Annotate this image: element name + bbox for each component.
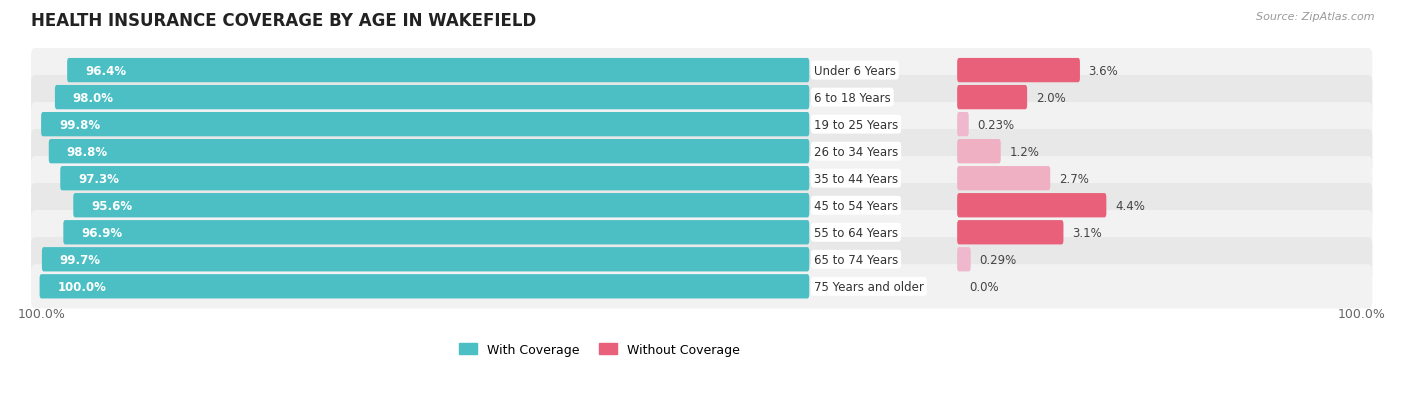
FancyBboxPatch shape — [31, 76, 1372, 120]
FancyBboxPatch shape — [67, 59, 810, 83]
Text: 96.9%: 96.9% — [82, 226, 122, 239]
FancyBboxPatch shape — [73, 194, 810, 218]
Text: 95.6%: 95.6% — [91, 199, 132, 212]
FancyBboxPatch shape — [31, 237, 1372, 282]
Text: 100.0%: 100.0% — [1339, 308, 1386, 320]
Text: 75 Years and older: 75 Years and older — [814, 280, 924, 293]
Text: 0.29%: 0.29% — [979, 253, 1017, 266]
FancyBboxPatch shape — [31, 157, 1372, 201]
Text: 2.0%: 2.0% — [1036, 91, 1066, 104]
Text: 0.0%: 0.0% — [970, 280, 1000, 293]
Legend: With Coverage, Without Coverage: With Coverage, Without Coverage — [454, 338, 745, 361]
Text: 3.1%: 3.1% — [1071, 226, 1102, 239]
Text: 4.4%: 4.4% — [1115, 199, 1144, 212]
Text: 98.8%: 98.8% — [66, 145, 108, 158]
FancyBboxPatch shape — [957, 140, 1001, 164]
Text: 55 to 64 Years: 55 to 64 Years — [814, 226, 898, 239]
Text: 1.2%: 1.2% — [1010, 145, 1039, 158]
Text: 96.4%: 96.4% — [84, 64, 127, 77]
FancyBboxPatch shape — [49, 140, 810, 164]
FancyBboxPatch shape — [957, 59, 1080, 83]
FancyBboxPatch shape — [31, 103, 1372, 147]
FancyBboxPatch shape — [42, 247, 810, 272]
Text: 3.6%: 3.6% — [1088, 64, 1118, 77]
Text: HEALTH INSURANCE COVERAGE BY AGE IN WAKEFIELD: HEALTH INSURANCE COVERAGE BY AGE IN WAKE… — [31, 12, 536, 30]
Text: 99.8%: 99.8% — [59, 119, 100, 131]
FancyBboxPatch shape — [31, 184, 1372, 228]
FancyBboxPatch shape — [55, 86, 810, 110]
FancyBboxPatch shape — [31, 49, 1372, 93]
FancyBboxPatch shape — [39, 275, 810, 299]
Text: 97.3%: 97.3% — [79, 172, 120, 185]
Text: 2.7%: 2.7% — [1059, 172, 1088, 185]
Text: 65 to 74 Years: 65 to 74 Years — [814, 253, 898, 266]
FancyBboxPatch shape — [957, 113, 969, 137]
Text: 26 to 34 Years: 26 to 34 Years — [814, 145, 898, 158]
FancyBboxPatch shape — [31, 264, 1372, 309]
Text: 19 to 25 Years: 19 to 25 Years — [814, 119, 898, 131]
FancyBboxPatch shape — [41, 113, 810, 137]
FancyBboxPatch shape — [63, 221, 810, 245]
Text: Source: ZipAtlas.com: Source: ZipAtlas.com — [1257, 12, 1375, 22]
Text: Under 6 Years: Under 6 Years — [814, 64, 896, 77]
Text: 6 to 18 Years: 6 to 18 Years — [814, 91, 890, 104]
FancyBboxPatch shape — [957, 86, 1028, 110]
FancyBboxPatch shape — [957, 247, 970, 272]
Text: 100.0%: 100.0% — [18, 308, 66, 320]
Text: 100.0%: 100.0% — [58, 280, 107, 293]
Text: 98.0%: 98.0% — [73, 91, 114, 104]
FancyBboxPatch shape — [957, 221, 1063, 245]
FancyBboxPatch shape — [60, 166, 810, 191]
FancyBboxPatch shape — [957, 166, 1050, 191]
FancyBboxPatch shape — [31, 130, 1372, 174]
Text: 35 to 44 Years: 35 to 44 Years — [814, 172, 898, 185]
Text: 45 to 54 Years: 45 to 54 Years — [814, 199, 898, 212]
Text: 99.7%: 99.7% — [59, 253, 101, 266]
Text: 0.23%: 0.23% — [977, 119, 1014, 131]
FancyBboxPatch shape — [957, 194, 1107, 218]
FancyBboxPatch shape — [31, 211, 1372, 255]
